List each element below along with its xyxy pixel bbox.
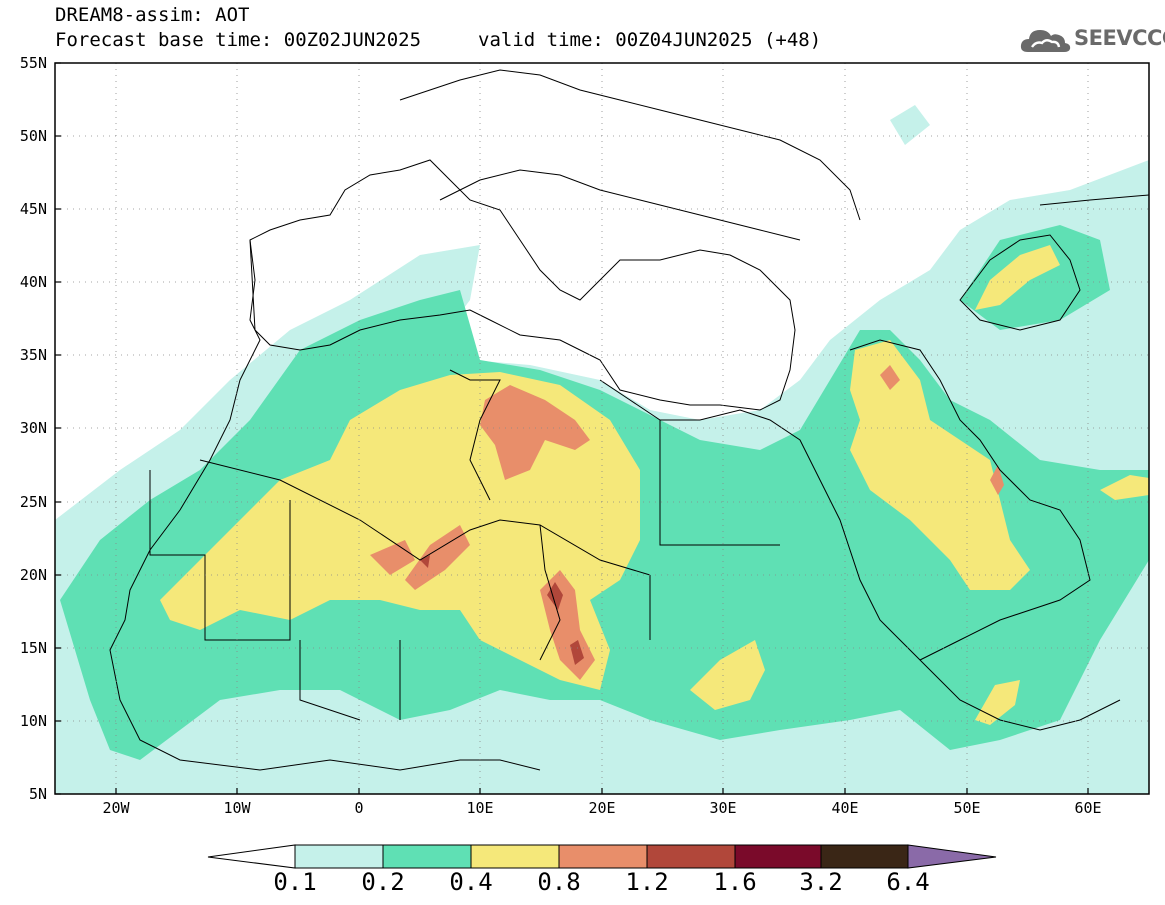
- aot-contour-0.4: [975, 245, 1060, 310]
- lon-label: 10W: [223, 799, 251, 817]
- lon-label: 60E: [1074, 799, 1101, 817]
- forecast-base-time: Forecast base time: 00Z02JUN2025: [55, 29, 422, 51]
- lat-labels: 55N 50N 45N 40N 35N 30N 25N 20N 15N 10N …: [20, 54, 47, 803]
- lat-label: 5N: [29, 785, 47, 803]
- colorbar-label: 1.2: [625, 868, 669, 896]
- aot-contour-0.4: [850, 340, 1030, 590]
- coastlines: [109, 69, 1149, 771]
- colorbar-label: 1.6: [713, 868, 757, 896]
- aot-contour-0.4: [1100, 475, 1149, 500]
- colorbar-label: 3.2: [799, 868, 843, 896]
- colorbar-label: 0.4: [449, 868, 493, 896]
- colorbar-bin: [734, 844, 822, 869]
- cloud-icon: [1020, 30, 1071, 52]
- lat-label: 55N: [20, 54, 47, 72]
- colorbar-bin: [382, 844, 472, 869]
- lon-label: 10E: [466, 799, 493, 817]
- colorbar-bin: [470, 844, 560, 869]
- aot-contour-0.1: [890, 105, 930, 145]
- grid-lines: [55, 63, 1149, 794]
- lat-label: 50N: [20, 127, 47, 145]
- colorbar-bin: [294, 844, 384, 869]
- colorbar-bin: [558, 844, 648, 869]
- aot-contour-0.8: [480, 385, 590, 480]
- seevccc-logo: SEEVCCC: [1018, 22, 1165, 58]
- aot-contour-0.4: [690, 640, 765, 710]
- lon-label: 0: [354, 799, 363, 817]
- lat-label: 30N: [20, 419, 47, 437]
- lon-labels: 20W 10W 0 10E 20E 30E 40E 50E 60E: [102, 799, 1101, 817]
- aot-contour-0.8: [880, 365, 900, 390]
- aot-contour-0.8: [405, 525, 470, 590]
- lon-label: 50E: [953, 799, 980, 817]
- colorbar-bin: [820, 844, 909, 869]
- lon-label: 20E: [588, 799, 615, 817]
- aot-contour-1.2: [570, 640, 584, 665]
- colorbar: [207, 844, 997, 869]
- axis-ticks: [55, 62, 1089, 795]
- lat-label: 40N: [20, 273, 47, 291]
- lat-label: 15N: [20, 639, 47, 657]
- lon-label: 20W: [102, 799, 130, 817]
- lat-label: 25N: [20, 493, 47, 511]
- lat-label: 35N: [20, 346, 47, 364]
- lat-label: 10N: [20, 712, 47, 730]
- colorbar-high-arrow: [907, 844, 997, 869]
- lon-label: 40E: [831, 799, 858, 817]
- aot-contour-0.8: [990, 465, 1004, 495]
- valid-time: valid time: 00Z04JUN2025 (+48): [478, 29, 822, 51]
- colorbar-label: 0.8: [537, 868, 581, 896]
- aot-contour-1.2: [420, 555, 430, 568]
- lat-label: 20N: [20, 566, 47, 584]
- lat-label: 45N: [20, 200, 47, 218]
- aot-contour-0.4: [975, 680, 1020, 725]
- lon-label: 30E: [709, 799, 736, 817]
- aot-field: [55, 105, 1149, 794]
- colorbar-bin: [646, 844, 736, 869]
- colorbar-label: 0.1: [273, 868, 317, 896]
- colorbar-label: 0.2: [361, 868, 405, 896]
- logo-text: SEEVCCC: [1074, 26, 1165, 50]
- map-title: DREAM8-assim: AOT: [55, 4, 250, 26]
- colorbar-low-arrow: [207, 844, 296, 869]
- colorbar-label: 6.4: [886, 868, 930, 896]
